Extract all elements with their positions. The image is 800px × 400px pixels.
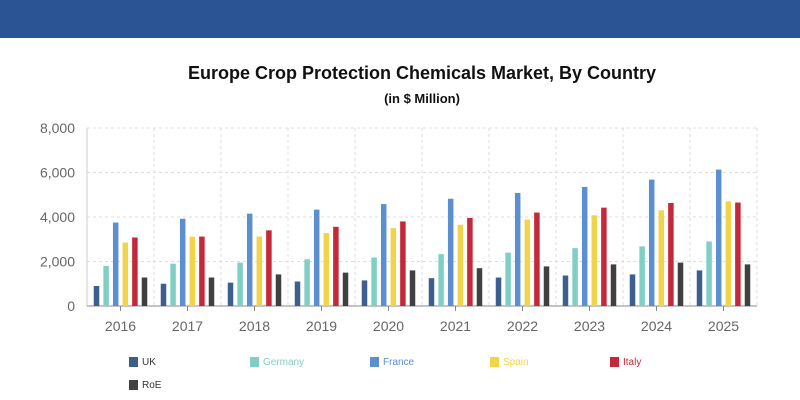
legend-item-spain[interactable]: Spain bbox=[490, 356, 529, 368]
bar-france-2017 bbox=[179, 218, 186, 306]
bar-roe-2025 bbox=[744, 264, 751, 306]
bar-uk-2023 bbox=[562, 275, 569, 306]
bar-italy-2020 bbox=[400, 221, 406, 306]
bar-germany-2024 bbox=[639, 246, 645, 306]
legend-item-roe[interactable]: RoE bbox=[129, 379, 161, 391]
legend-label: France bbox=[383, 356, 415, 368]
x-tick-label: 2020 bbox=[373, 318, 404, 334]
legend-item-italy[interactable]: Italy bbox=[610, 356, 641, 368]
bar-italy-2025 bbox=[735, 202, 741, 306]
bar-germany-2020 bbox=[371, 257, 377, 306]
bar-spain-2022 bbox=[524, 219, 531, 306]
bar-france-2016 bbox=[112, 222, 119, 306]
bar-france-2019 bbox=[313, 209, 320, 306]
bar-germany-2016 bbox=[103, 265, 109, 306]
legend-swatch bbox=[610, 357, 619, 367]
bar-germany-2022 bbox=[505, 252, 511, 306]
y-tick-label: 0 bbox=[67, 298, 75, 314]
bar-italy-2017 bbox=[199, 236, 205, 306]
bar-roe-2016 bbox=[141, 277, 148, 306]
bar-roe-2021 bbox=[476, 268, 483, 306]
legend-label: Germany bbox=[263, 356, 305, 368]
bar-france-2018 bbox=[246, 213, 253, 306]
bar-roe-2019 bbox=[342, 272, 349, 306]
x-tick-label: 2019 bbox=[306, 318, 337, 334]
legend-item-france[interactable]: France bbox=[370, 356, 414, 368]
bar-roe-2017 bbox=[208, 277, 215, 306]
y-tick-label: 8,000 bbox=[40, 120, 75, 136]
x-tick-label: 2017 bbox=[172, 318, 203, 334]
chart-subtitle: (in $ Million) bbox=[384, 91, 460, 106]
bar-france-2024 bbox=[648, 179, 655, 306]
bar-roe-2022 bbox=[543, 266, 550, 306]
bar-spain-2019 bbox=[323, 233, 330, 306]
bar-spain-2017 bbox=[189, 236, 196, 306]
legend-item-uk[interactable]: UK bbox=[129, 356, 156, 368]
y-tick-label: 4,000 bbox=[40, 209, 75, 225]
bar-france-2020 bbox=[380, 204, 387, 306]
bar-spain-2024 bbox=[658, 210, 665, 306]
x-tick-label: 2021 bbox=[440, 318, 471, 334]
bar-germany-2019 bbox=[304, 259, 310, 306]
legend-swatch bbox=[129, 380, 138, 390]
bar-roe-2018 bbox=[275, 274, 282, 306]
legend-label: Spain bbox=[503, 356, 529, 368]
bar-uk-2017 bbox=[160, 283, 167, 306]
bar-roe-2024 bbox=[677, 262, 684, 306]
bar-uk-2025 bbox=[696, 270, 703, 306]
legend-swatch bbox=[250, 357, 259, 367]
bar-france-2021 bbox=[447, 198, 454, 306]
bar-italy-2023 bbox=[601, 207, 607, 306]
legend-label: UK bbox=[142, 356, 156, 368]
bar-spain-2018 bbox=[256, 236, 263, 306]
bar-uk-2019 bbox=[294, 281, 301, 306]
bar-germany-2021 bbox=[438, 254, 444, 306]
bar-roe-2023 bbox=[610, 264, 617, 306]
legend-label: RoE bbox=[142, 379, 162, 391]
bar-france-2022 bbox=[514, 192, 521, 306]
bar-spain-2021 bbox=[457, 224, 464, 306]
bar-germany-2025 bbox=[706, 241, 712, 306]
legend-swatch bbox=[490, 357, 499, 367]
bar-spain-2020 bbox=[390, 228, 397, 306]
legend-label: Italy bbox=[623, 356, 642, 368]
x-tick-label: 2025 bbox=[708, 318, 739, 334]
bar-uk-2018 bbox=[227, 282, 234, 306]
bar-roe-2020 bbox=[409, 270, 416, 306]
bar-spain-2016 bbox=[122, 242, 129, 306]
bar-italy-2021 bbox=[467, 217, 473, 306]
bar-france-2025 bbox=[715, 169, 722, 306]
legend-swatch bbox=[370, 357, 379, 367]
x-tick-label: 2024 bbox=[641, 318, 672, 334]
legend-item-germany[interactable]: Germany bbox=[250, 356, 304, 368]
bar-italy-2016 bbox=[132, 237, 138, 306]
x-tick-label: 2016 bbox=[105, 318, 136, 334]
bar-spain-2025 bbox=[725, 201, 732, 306]
bar-uk-2020 bbox=[361, 280, 368, 306]
bar-spain-2023 bbox=[591, 215, 598, 306]
bar-germany-2017 bbox=[170, 263, 176, 306]
bar-germany-2018 bbox=[237, 262, 243, 306]
header-band bbox=[0, 0, 800, 38]
bar-france-2023 bbox=[581, 186, 588, 306]
x-tick-label: 2023 bbox=[574, 318, 605, 334]
x-tick-label: 2022 bbox=[507, 318, 538, 334]
x-tick-label: 2018 bbox=[239, 318, 270, 334]
y-tick-label: 2,000 bbox=[40, 254, 75, 270]
bar-uk-2021 bbox=[428, 278, 435, 306]
bar-uk-2022 bbox=[495, 277, 502, 306]
legend-swatch bbox=[129, 357, 138, 367]
bar-italy-2022 bbox=[534, 212, 540, 306]
bar-italy-2018 bbox=[266, 230, 272, 306]
y-tick-label: 6,000 bbox=[40, 165, 75, 181]
bar-italy-2019 bbox=[333, 226, 339, 306]
bar-italy-2024 bbox=[668, 202, 674, 306]
bar-uk-2024 bbox=[629, 274, 636, 306]
bar-uk-2016 bbox=[93, 285, 100, 306]
chart-title: Europe Crop Protection Chemicals Market,… bbox=[187, 63, 657, 83]
bar-germany-2023 bbox=[572, 248, 578, 306]
